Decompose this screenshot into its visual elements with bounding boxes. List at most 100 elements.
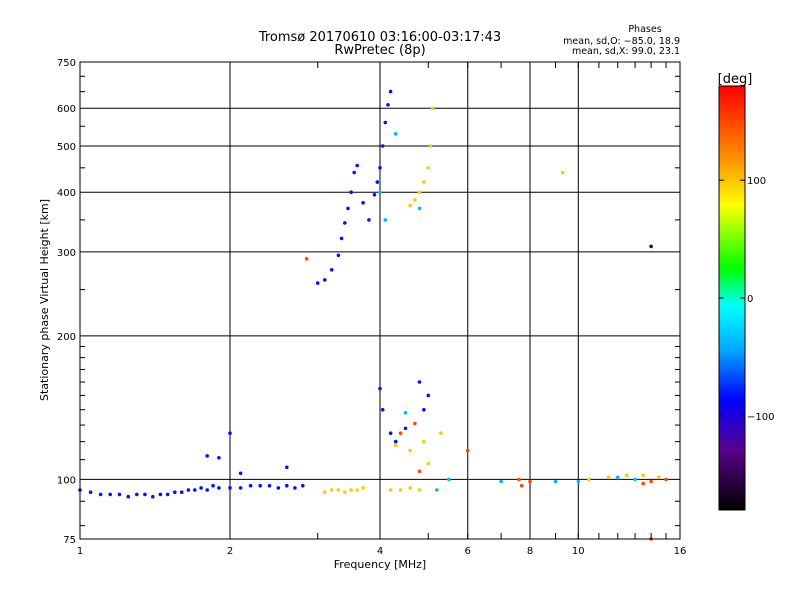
data-point xyxy=(228,486,232,490)
data-point xyxy=(398,488,403,492)
data-point xyxy=(403,410,408,415)
colorbar-label: [deg] xyxy=(718,72,753,87)
y-tick-label: 500 xyxy=(57,142,76,153)
x-tick-label: 10 xyxy=(572,546,585,557)
data-point xyxy=(422,180,426,184)
data-point xyxy=(380,144,385,148)
data-point xyxy=(143,492,147,497)
data-point xyxy=(641,473,645,478)
data-point xyxy=(315,281,320,285)
data-point xyxy=(355,488,360,492)
data-point xyxy=(428,144,433,148)
data-point xyxy=(426,393,431,398)
data-point xyxy=(173,490,177,495)
data-point xyxy=(633,477,637,482)
x-tick-label: 8 xyxy=(527,546,533,557)
data-point xyxy=(656,475,661,480)
x-tick-label: 2 xyxy=(227,546,233,557)
data-point xyxy=(417,380,422,384)
chart-title: Tromsø 20170610 03:16:00-03:17:43 xyxy=(258,30,501,45)
data-point xyxy=(217,486,221,490)
grid-lines xyxy=(80,62,680,539)
data-point xyxy=(528,479,532,484)
data-point xyxy=(238,471,243,476)
data-point xyxy=(606,475,611,480)
data-point xyxy=(519,483,524,488)
data-point xyxy=(408,448,413,453)
data-point xyxy=(293,486,297,490)
data-point xyxy=(383,120,388,125)
data-point xyxy=(367,218,371,222)
y-axis-label: Stationary phase Virtual Height [km] xyxy=(38,199,51,401)
y-tick-label: 750 xyxy=(57,58,76,69)
data-point xyxy=(393,132,398,136)
data-point xyxy=(329,268,334,272)
stats-header: Phases xyxy=(628,24,661,35)
data-point xyxy=(517,477,521,482)
data-point xyxy=(205,454,209,458)
data-point xyxy=(417,488,422,492)
data-point xyxy=(349,190,353,194)
data-point xyxy=(352,170,357,175)
data-point xyxy=(238,486,243,490)
x-tick-label: 4 xyxy=(377,546,383,557)
data-point xyxy=(199,486,203,490)
data-point xyxy=(361,486,365,490)
colorbar-tick-label: −100 xyxy=(747,412,774,423)
data-point xyxy=(336,253,341,258)
data-point xyxy=(126,494,131,499)
colorbar-tick-label: 0 xyxy=(747,294,753,305)
data-point xyxy=(217,456,221,460)
data-point xyxy=(417,190,422,194)
data-point xyxy=(372,193,377,197)
data-point xyxy=(205,488,209,492)
data-point xyxy=(378,190,382,194)
data-point xyxy=(408,486,413,490)
data-point xyxy=(615,475,620,480)
colorbar-tick-label: 100 xyxy=(747,176,766,187)
stats-o-mode: mean, sd,O: −85.0, 18.9 xyxy=(563,36,680,47)
data-point xyxy=(386,103,390,107)
data-point xyxy=(88,490,93,495)
data-point xyxy=(193,488,197,492)
data-point xyxy=(258,483,263,488)
data-point xyxy=(343,221,347,225)
data-point xyxy=(186,488,191,492)
y-tick-label: 300 xyxy=(57,248,76,259)
data-point xyxy=(426,461,431,466)
data-point xyxy=(276,486,281,490)
data-point xyxy=(465,448,470,453)
data-point xyxy=(413,421,417,426)
data-point xyxy=(285,465,289,470)
data-point xyxy=(430,106,435,110)
data-point xyxy=(447,477,451,482)
data-point xyxy=(228,431,232,436)
data-point xyxy=(304,257,309,261)
data-point xyxy=(408,203,413,208)
data-point xyxy=(108,492,112,497)
data-point xyxy=(641,481,645,486)
data-point xyxy=(649,244,653,249)
data-point xyxy=(361,201,365,205)
data-point xyxy=(560,170,565,175)
y-tick-label: 75 xyxy=(63,535,76,546)
y-tick-label: 200 xyxy=(57,332,76,343)
data-point xyxy=(664,477,668,482)
data-point xyxy=(375,180,380,184)
y-tick-label: 600 xyxy=(57,104,76,115)
x-tick-label: 6 xyxy=(465,546,471,557)
chart-subtitle: RwPretec (8p) xyxy=(334,43,425,58)
data-point xyxy=(413,198,417,202)
data-point xyxy=(211,483,215,488)
data-point xyxy=(383,218,388,222)
axis-ticks: 1 2 4 6 8 10 16 75 100 200 300 400 500 600 750 xyxy=(57,58,686,557)
data-point xyxy=(422,439,426,444)
data-point xyxy=(323,278,327,282)
x-tick-label: 16 xyxy=(674,546,687,557)
data-point xyxy=(179,490,184,495)
data-point xyxy=(355,163,360,168)
data-point xyxy=(435,488,439,492)
data-point xyxy=(624,473,629,478)
x-axis-label: Frequency [MHz] xyxy=(334,558,426,571)
data-point xyxy=(343,490,347,495)
